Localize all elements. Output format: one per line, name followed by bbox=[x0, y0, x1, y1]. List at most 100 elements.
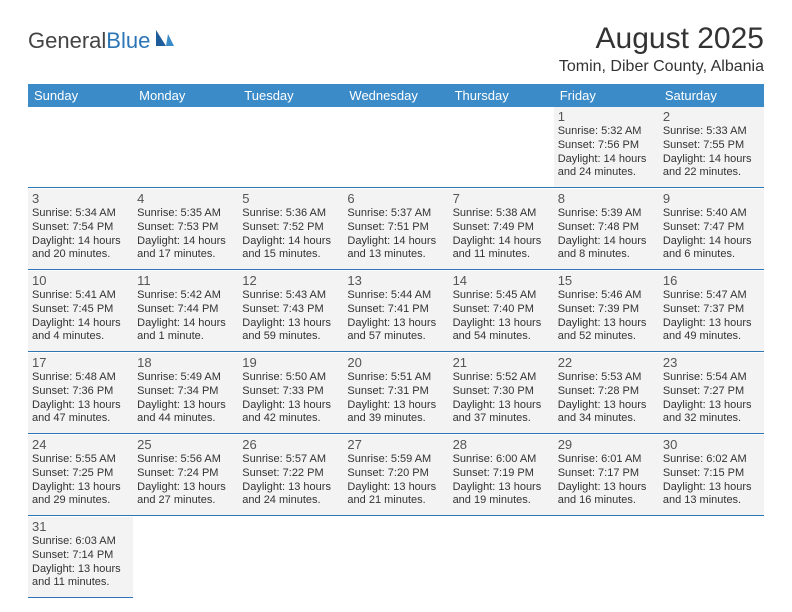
day-info: Sunrise: 5:32 AMSunset: 7:56 PMDaylight:… bbox=[558, 125, 655, 180]
day-cell: 10Sunrise: 5:41 AMSunset: 7:45 PMDayligh… bbox=[28, 271, 133, 351]
day-info: Sunrise: 6:03 AMSunset: 7:14 PMDaylight:… bbox=[32, 535, 129, 590]
day-info: Sunrise: 5:47 AMSunset: 7:37 PMDaylight:… bbox=[663, 289, 760, 344]
day-cell: 1Sunrise: 5:32 AMSunset: 7:56 PMDaylight… bbox=[554, 107, 659, 187]
day-number: 13 bbox=[347, 273, 444, 288]
day-number: 5 bbox=[242, 191, 339, 206]
logo-text-1: General bbox=[28, 28, 106, 54]
day-number: 31 bbox=[32, 519, 129, 534]
day-number: 8 bbox=[558, 191, 655, 206]
blank-cell bbox=[238, 517, 343, 597]
day-cell: 11Sunrise: 5:42 AMSunset: 7:44 PMDayligh… bbox=[133, 271, 238, 351]
title-block: August 2025 Tomin, Diber County, Albania bbox=[559, 22, 764, 76]
day-cell: 23Sunrise: 5:54 AMSunset: 7:27 PMDayligh… bbox=[659, 353, 764, 433]
calendar-body: 1Sunrise: 5:32 AMSunset: 7:56 PMDaylight… bbox=[28, 107, 764, 597]
logo-sail-icon bbox=[154, 28, 176, 54]
blank-cell bbox=[449, 517, 554, 597]
day-number: 6 bbox=[347, 191, 444, 206]
day-cell: 16Sunrise: 5:47 AMSunset: 7:37 PMDayligh… bbox=[659, 271, 764, 351]
day-info: Sunrise: 5:39 AMSunset: 7:48 PMDaylight:… bbox=[558, 207, 655, 262]
empty-cell bbox=[28, 107, 133, 187]
day-header: Tuesday bbox=[238, 84, 343, 107]
empty-cell bbox=[238, 107, 343, 187]
day-info: Sunrise: 5:42 AMSunset: 7:44 PMDaylight:… bbox=[137, 289, 234, 344]
day-number: 1 bbox=[558, 109, 655, 124]
day-cell: 7Sunrise: 5:38 AMSunset: 7:49 PMDaylight… bbox=[449, 189, 554, 269]
logo-text-2: Blue bbox=[106, 28, 150, 54]
day-cell: 22Sunrise: 5:53 AMSunset: 7:28 PMDayligh… bbox=[554, 353, 659, 433]
day-cell: 9Sunrise: 5:40 AMSunset: 7:47 PMDaylight… bbox=[659, 189, 764, 269]
empty-cell bbox=[343, 107, 448, 187]
day-number: 4 bbox=[137, 191, 234, 206]
day-cell: 6Sunrise: 5:37 AMSunset: 7:51 PMDaylight… bbox=[343, 189, 448, 269]
day-number: 2 bbox=[663, 109, 760, 124]
day-cell: 21Sunrise: 5:52 AMSunset: 7:30 PMDayligh… bbox=[449, 353, 554, 433]
location-subtitle: Tomin, Diber County, Albania bbox=[559, 58, 764, 76]
day-info: Sunrise: 5:37 AMSunset: 7:51 PMDaylight:… bbox=[347, 207, 444, 262]
calendar-row: 31Sunrise: 6:03 AMSunset: 7:14 PMDayligh… bbox=[28, 517, 764, 597]
day-info: Sunrise: 5:48 AMSunset: 7:36 PMDaylight:… bbox=[32, 371, 129, 426]
day-cell: 15Sunrise: 5:46 AMSunset: 7:39 PMDayligh… bbox=[554, 271, 659, 351]
day-number: 7 bbox=[453, 191, 550, 206]
blank-cell bbox=[133, 517, 238, 597]
day-cell: 30Sunrise: 6:02 AMSunset: 7:15 PMDayligh… bbox=[659, 435, 764, 515]
day-number: 9 bbox=[663, 191, 760, 206]
day-number: 21 bbox=[453, 355, 550, 370]
day-number: 30 bbox=[663, 437, 760, 452]
day-number: 20 bbox=[347, 355, 444, 370]
day-cell: 13Sunrise: 5:44 AMSunset: 7:41 PMDayligh… bbox=[343, 271, 448, 351]
day-info: Sunrise: 5:59 AMSunset: 7:20 PMDaylight:… bbox=[347, 453, 444, 508]
day-cell: 19Sunrise: 5:50 AMSunset: 7:33 PMDayligh… bbox=[238, 353, 343, 433]
day-info: Sunrise: 5:50 AMSunset: 7:33 PMDaylight:… bbox=[242, 371, 339, 426]
calendar-row: 24Sunrise: 5:55 AMSunset: 7:25 PMDayligh… bbox=[28, 435, 764, 515]
day-info: Sunrise: 5:46 AMSunset: 7:39 PMDaylight:… bbox=[558, 289, 655, 344]
day-header: Thursday bbox=[449, 84, 554, 107]
day-info: Sunrise: 5:56 AMSunset: 7:24 PMDaylight:… bbox=[137, 453, 234, 508]
day-info: Sunrise: 5:49 AMSunset: 7:34 PMDaylight:… bbox=[137, 371, 234, 426]
day-info: Sunrise: 5:41 AMSunset: 7:45 PMDaylight:… bbox=[32, 289, 129, 344]
day-header-row: SundayMondayTuesdayWednesdayThursdayFrid… bbox=[28, 84, 764, 107]
day-cell: 18Sunrise: 5:49 AMSunset: 7:34 PMDayligh… bbox=[133, 353, 238, 433]
day-cell: 17Sunrise: 5:48 AMSunset: 7:36 PMDayligh… bbox=[28, 353, 133, 433]
day-cell: 31Sunrise: 6:03 AMSunset: 7:14 PMDayligh… bbox=[28, 517, 133, 597]
day-number: 18 bbox=[137, 355, 234, 370]
day-number: 14 bbox=[453, 273, 550, 288]
day-cell: 4Sunrise: 5:35 AMSunset: 7:53 PMDaylight… bbox=[133, 189, 238, 269]
logo: GeneralBlue bbox=[28, 22, 176, 54]
day-header: Sunday bbox=[28, 84, 133, 107]
day-info: Sunrise: 5:51 AMSunset: 7:31 PMDaylight:… bbox=[347, 371, 444, 426]
day-number: 10 bbox=[32, 273, 129, 288]
day-cell: 27Sunrise: 5:59 AMSunset: 7:20 PMDayligh… bbox=[343, 435, 448, 515]
calendar-row: 10Sunrise: 5:41 AMSunset: 7:45 PMDayligh… bbox=[28, 271, 764, 351]
day-cell: 26Sunrise: 5:57 AMSunset: 7:22 PMDayligh… bbox=[238, 435, 343, 515]
day-number: 15 bbox=[558, 273, 655, 288]
day-info: Sunrise: 5:53 AMSunset: 7:28 PMDaylight:… bbox=[558, 371, 655, 426]
calendar-row: 3Sunrise: 5:34 AMSunset: 7:54 PMDaylight… bbox=[28, 189, 764, 269]
day-info: Sunrise: 5:33 AMSunset: 7:55 PMDaylight:… bbox=[663, 125, 760, 180]
day-cell: 24Sunrise: 5:55 AMSunset: 7:25 PMDayligh… bbox=[28, 435, 133, 515]
day-info: Sunrise: 5:43 AMSunset: 7:43 PMDaylight:… bbox=[242, 289, 339, 344]
day-info: Sunrise: 5:55 AMSunset: 7:25 PMDaylight:… bbox=[32, 453, 129, 508]
day-cell: 8Sunrise: 5:39 AMSunset: 7:48 PMDaylight… bbox=[554, 189, 659, 269]
day-cell: 25Sunrise: 5:56 AMSunset: 7:24 PMDayligh… bbox=[133, 435, 238, 515]
day-number: 11 bbox=[137, 273, 234, 288]
page-header: GeneralBlue August 2025 Tomin, Diber Cou… bbox=[28, 22, 764, 76]
day-info: Sunrise: 5:45 AMSunset: 7:40 PMDaylight:… bbox=[453, 289, 550, 344]
day-info: Sunrise: 5:36 AMSunset: 7:52 PMDaylight:… bbox=[242, 207, 339, 262]
day-number: 12 bbox=[242, 273, 339, 288]
calendar-row: 1Sunrise: 5:32 AMSunset: 7:56 PMDaylight… bbox=[28, 107, 764, 187]
empty-cell bbox=[133, 107, 238, 187]
blank-cell bbox=[659, 517, 764, 597]
blank-cell bbox=[554, 517, 659, 597]
day-number: 19 bbox=[242, 355, 339, 370]
day-number: 25 bbox=[137, 437, 234, 452]
day-cell: 28Sunrise: 6:00 AMSunset: 7:19 PMDayligh… bbox=[449, 435, 554, 515]
day-number: 16 bbox=[663, 273, 760, 288]
day-info: Sunrise: 5:34 AMSunset: 7:54 PMDaylight:… bbox=[32, 207, 129, 262]
day-info: Sunrise: 5:52 AMSunset: 7:30 PMDaylight:… bbox=[453, 371, 550, 426]
calendar-row: 17Sunrise: 5:48 AMSunset: 7:36 PMDayligh… bbox=[28, 353, 764, 433]
day-info: Sunrise: 6:02 AMSunset: 7:15 PMDaylight:… bbox=[663, 453, 760, 508]
empty-cell bbox=[449, 107, 554, 187]
day-info: Sunrise: 5:44 AMSunset: 7:41 PMDaylight:… bbox=[347, 289, 444, 344]
day-info: Sunrise: 5:40 AMSunset: 7:47 PMDaylight:… bbox=[663, 207, 760, 262]
day-cell: 14Sunrise: 5:45 AMSunset: 7:40 PMDayligh… bbox=[449, 271, 554, 351]
